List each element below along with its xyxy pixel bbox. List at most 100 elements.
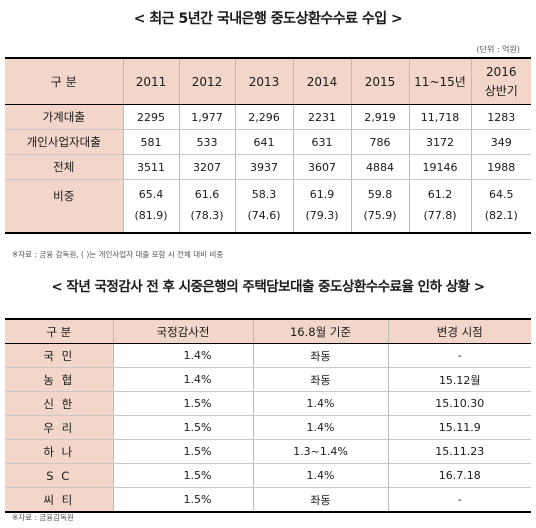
rate-current: 1.4% [252, 463, 388, 488]
cell: 641 [234, 129, 293, 155]
ratio-sub: (81.9) [134, 209, 168, 222]
table-row: 전체 3511 3207 3937 3607 4884 19146 1988 [5, 154, 531, 180]
rate-before: 1.5% [112, 391, 253, 416]
row-label: 전체 [5, 154, 123, 180]
cell: 1283 [470, 104, 531, 130]
ratio-sub: (82.1) [484, 209, 518, 222]
cell: 533 [178, 129, 235, 155]
cell: 3207 [178, 154, 235, 180]
cell: 2,296 [234, 104, 293, 130]
bank-name: S C [5, 463, 113, 488]
ratio-sub: (74.6) [247, 209, 281, 222]
header-year: 2014 [292, 58, 351, 105]
change-date: 15.11.23 [387, 439, 531, 464]
ratio-sub: (78.3) [190, 209, 224, 222]
table-row: 개인사업자대출 581 533 641 631 786 3172 349 [5, 129, 531, 155]
table-row: 농 협 1.4% 좌동 15.12월 [5, 367, 531, 392]
table-row: 국 민 1.4% 좌동 - [5, 343, 531, 368]
change-date: 16.7.18 [387, 463, 531, 488]
header-cell: 변경 시점 [387, 319, 531, 344]
mortgage-fee-rate-table: 구 분 국정감사전 16.8월 기준 변경 시점 국 민 1.4% 좌동 - 농… [5, 318, 531, 513]
cell: 3511 [122, 154, 179, 180]
cell: 3937 [234, 154, 293, 180]
header-2016-line1: 2016 [485, 64, 517, 79]
rate-current: 좌동 [252, 487, 388, 513]
ratio-cell: 61.6 (78.3) [178, 179, 235, 234]
cell: 581 [122, 129, 179, 155]
table-row: 가계대출 2295 1,977 2,296 2231 2,919 11,718 … [5, 104, 531, 130]
unit-label: (단위 : 억원) [476, 45, 520, 54]
bank-name: 씨 티 [5, 487, 113, 513]
header-cell: 16.8월 기준 [252, 319, 388, 344]
header-year: 2011 [122, 58, 179, 105]
header-year: 2013 [234, 58, 293, 105]
table2-header-row: 구 분 국정감사전 16.8월 기준 변경 시점 [5, 319, 531, 344]
ratio-value: 65.4 [138, 188, 164, 201]
change-date: - [387, 343, 531, 368]
ratio-cell: 64.5 (82.1) [470, 179, 531, 234]
ratio-value: 61.2 [427, 188, 453, 201]
row-label: 비중 [5, 179, 123, 234]
ratio-value: 64.5 [489, 188, 514, 201]
table1-source-note: ※자료 : 금융 감독원, ( )는 개인사업자 대출 포함 시 전체 대비 비… [12, 250, 224, 259]
rate-before: 1.5% [112, 463, 253, 488]
rate-current: 1.4% [252, 415, 388, 440]
ratio-sub: (79.3) [305, 209, 339, 222]
cell: 2295 [122, 104, 179, 130]
table2-source-note: ※자료 : 금융감독원 [12, 513, 74, 522]
rate-current: 1.3~1.4% [252, 439, 388, 464]
rate-before: 1.5% [112, 487, 253, 513]
ratio-value: 58.3 [251, 188, 277, 201]
header-label: 구 분 [5, 58, 123, 105]
table-row: 씨 티 1.5% 좌동 - [5, 487, 531, 513]
ratio-row: 비중 65.4 (81.9) 61.6 (78.3) 58.3 (74.6) 61.9… [5, 179, 531, 234]
ratio-cell: 65.4 (81.9) [122, 179, 179, 234]
header-2016-line2: 상반기 [484, 83, 518, 98]
change-date: 15.11.9 [387, 415, 531, 440]
ratio-label: 비중 [53, 189, 75, 203]
cell: 349 [470, 129, 531, 155]
table1-header-row: 구 분 2011 2012 2013 2014 2015 11~15년 2016… [5, 58, 531, 105]
rate-current: 1.4% [252, 391, 388, 416]
bank-name: 하 나 [5, 439, 113, 464]
table1-title: < 최근 5년간 국내은행 중도상환수수료 수입 > [133, 11, 403, 27]
cell: 19146 [408, 154, 471, 180]
ratio-value: 61.9 [309, 188, 335, 201]
ratio-cell: 58.3 (74.6) [234, 179, 293, 234]
bank-name: 농 협 [5, 367, 113, 392]
cell: 2231 [292, 104, 351, 130]
cell: 3172 [408, 129, 471, 155]
cell: 1988 [470, 154, 531, 180]
rate-current: 좌동 [252, 343, 388, 368]
cell: 631 [292, 129, 351, 155]
row-label: 가계대출 [5, 104, 123, 130]
table-row: S C 1.5% 1.4% 16.7.18 [5, 463, 531, 488]
fee-income-table: 구 분 2011 2012 2013 2014 2015 11~15년 2016… [5, 57, 531, 234]
header-year-2016: 2016 상반기 [470, 58, 531, 105]
table-row: 우 리 1.5% 1.4% 15.11.9 [5, 415, 531, 440]
header-year: 11~15년 [408, 58, 471, 105]
header-cell: 구 분 [5, 319, 113, 344]
bank-name: 신 한 [5, 391, 113, 416]
cell: 786 [350, 129, 409, 155]
ratio-cell: 61.9 (79.3) [292, 179, 351, 234]
row-label: 개인사업자대출 [5, 129, 123, 155]
rate-before: 1.5% [112, 439, 253, 464]
cell: 4884 [350, 154, 409, 180]
change-date: - [387, 487, 531, 513]
change-date: 15.10.30 [387, 391, 531, 416]
table-row: 하 나 1.5% 1.3~1.4% 15.11.23 [5, 439, 531, 464]
cell: 1,977 [178, 104, 235, 130]
ratio-value: 61.6 [194, 188, 220, 201]
ratio-sub: (77.8) [423, 209, 457, 222]
rate-before: 1.4% [112, 367, 253, 392]
rate-before: 1.5% [112, 415, 253, 440]
table-row: 신 한 1.5% 1.4% 15.10.30 [5, 391, 531, 416]
cell: 2,919 [350, 104, 409, 130]
cell: 3607 [292, 154, 351, 180]
rate-before: 1.4% [112, 343, 253, 368]
header-year: 2012 [178, 58, 235, 105]
change-date: 15.12월 [387, 367, 531, 392]
header-year: 2015 [350, 58, 409, 105]
ratio-cell: 61.2 (77.8) [408, 179, 471, 234]
